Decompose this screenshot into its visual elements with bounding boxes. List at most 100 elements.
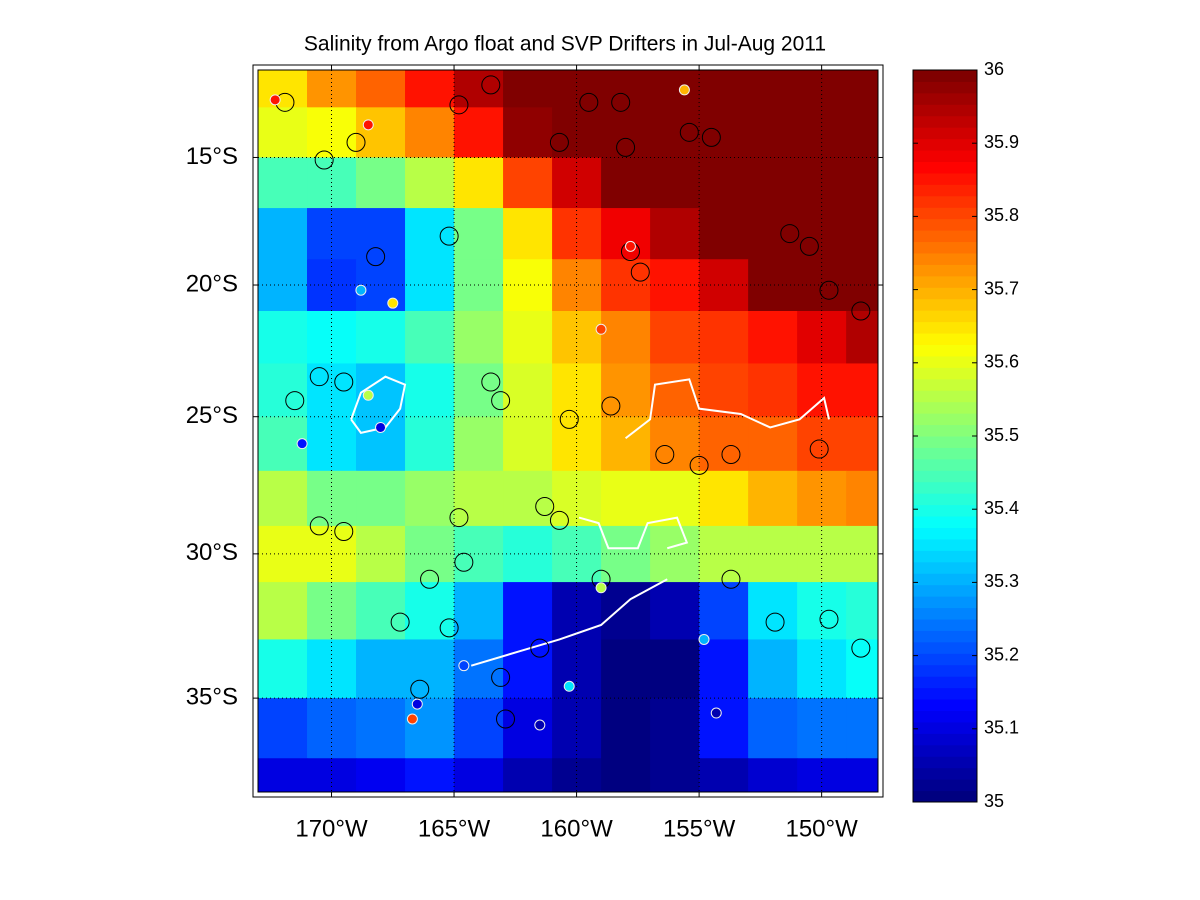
- colorbar-cell: [913, 424, 977, 437]
- grid-cell: [650, 310, 700, 364]
- grid-cell: [846, 470, 878, 527]
- colorbar-cell: [913, 207, 977, 220]
- colorbar-cell: [913, 504, 977, 517]
- grid-cell: [846, 107, 878, 158]
- colorbar-cell: [913, 241, 977, 254]
- grid-cell: [748, 157, 798, 209]
- grid-cell: [503, 157, 553, 209]
- colorbar-cell: [913, 550, 977, 563]
- grid-cell: [503, 416, 553, 472]
- grid-cell: [846, 698, 878, 759]
- float-position: [449, 95, 469, 115]
- grid-cell: [307, 70, 357, 108]
- salinity-sample: [355, 284, 367, 296]
- grid-cell: [748, 698, 798, 759]
- salinity-sample: [296, 438, 308, 450]
- grid-cell: [454, 107, 504, 158]
- grid-cell: [797, 70, 847, 108]
- grid-cell: [699, 157, 749, 209]
- colorbar-tick-label: 35.9: [984, 132, 1019, 152]
- grid-cell: [405, 525, 455, 583]
- grid-cell: [650, 639, 700, 699]
- grid-cell: [748, 70, 798, 108]
- salinity-sample: [595, 323, 607, 335]
- float-position: [410, 679, 430, 699]
- grid-cell: [748, 363, 798, 418]
- grid-cell: [699, 363, 749, 418]
- grid-cell: [650, 70, 700, 108]
- grid-cell: [552, 310, 602, 364]
- float-position: [285, 391, 305, 411]
- grid-cell: [601, 259, 651, 312]
- grid-cell: [356, 107, 406, 158]
- y-tick-label: 25°S: [186, 402, 238, 429]
- float-position: [549, 510, 569, 530]
- drifter-track: [578, 516, 689, 550]
- grid-cell: [503, 363, 553, 418]
- grid-cell: [258, 470, 308, 527]
- colorbar-cell: [913, 493, 977, 506]
- grid-cell: [258, 70, 308, 108]
- colorbar-cell: [913, 321, 977, 334]
- grid-cell: [797, 107, 847, 158]
- colorbar-cell: [913, 92, 977, 105]
- float-position: [346, 132, 366, 152]
- colorbar-tick-label: 35.1: [984, 718, 1019, 738]
- colorbar-cell: [913, 150, 977, 162]
- float-position: [851, 638, 871, 658]
- drifter-track: [624, 378, 830, 440]
- grid-cell: [601, 107, 651, 158]
- grid-cell: [748, 470, 798, 527]
- colorbar-tick-label: 35.6: [984, 352, 1019, 372]
- grid-cell: [405, 363, 455, 418]
- y-tick-label: 20°S: [186, 270, 238, 297]
- colorbar-tick-label: 35.2: [984, 644, 1019, 664]
- colorbar-cell: [913, 264, 977, 277]
- y-tick-label: 30°S: [186, 539, 238, 566]
- grid-cell: [454, 758, 504, 792]
- float-position: [765, 612, 785, 632]
- float-position: [390, 612, 410, 632]
- float-position: [314, 150, 334, 170]
- colorbar-cell: [913, 355, 977, 368]
- float-position: [309, 367, 329, 387]
- float-position: [579, 92, 599, 112]
- grid-cell: [748, 582, 798, 640]
- salinity-sample: [698, 633, 710, 645]
- float-position: [309, 516, 329, 536]
- float-position: [454, 552, 474, 572]
- float-position: [851, 301, 871, 321]
- colorbar-cell: [913, 710, 977, 723]
- salinity-sample: [269, 94, 281, 106]
- grid-cell: [258, 208, 308, 260]
- grid-cell: [846, 758, 878, 792]
- float-position: [616, 137, 636, 157]
- grid-cell: [846, 363, 878, 418]
- colorbar-tick-label: 35.3: [984, 571, 1019, 591]
- grid-cell: [356, 208, 406, 260]
- grid-cell: [454, 470, 504, 527]
- grid-cell: [650, 107, 700, 158]
- grid-cell: [454, 582, 504, 640]
- grid-cell: [650, 416, 700, 472]
- grid-cell: [503, 70, 553, 108]
- grid-cell: [601, 70, 651, 108]
- colorbar-cell: [913, 333, 977, 345]
- grid-cell: [356, 698, 406, 759]
- y-tick-label: 15°S: [186, 143, 238, 170]
- colorbar-cell: [913, 184, 977, 197]
- grid-cell: [601, 582, 651, 640]
- grid-cell: [356, 310, 406, 364]
- colorbar-cell: [913, 733, 977, 746]
- grid-cell: [748, 107, 798, 158]
- grid-cell: [748, 758, 798, 792]
- colorbar-cell: [913, 138, 977, 151]
- grid-cell: [454, 310, 504, 364]
- grid-cell: [601, 208, 651, 260]
- colorbar-cell: [913, 401, 977, 414]
- grid-cell: [699, 310, 749, 364]
- grid-cell: [699, 470, 749, 527]
- colorbar-cell: [913, 287, 977, 300]
- grid-cell: [454, 698, 504, 759]
- float-position: [601, 396, 621, 416]
